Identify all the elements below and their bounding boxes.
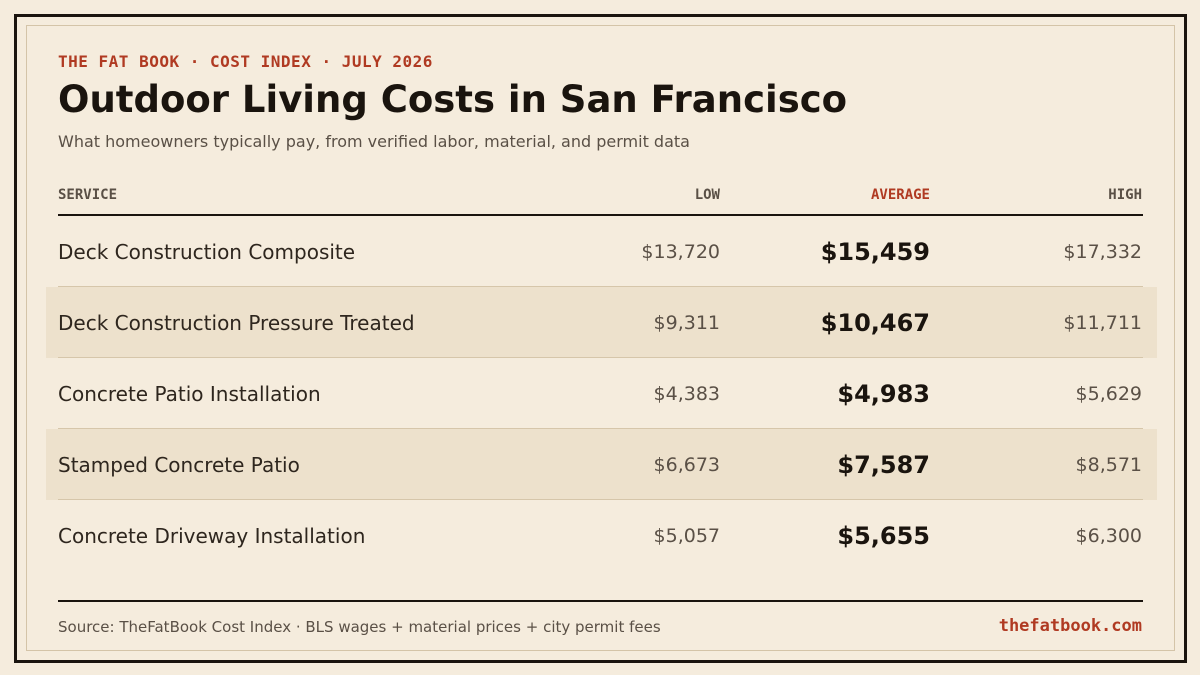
header-divider (58, 214, 1143, 216)
row-shading (46, 287, 1157, 358)
row-shading (46, 429, 1157, 500)
column-header-high: HIGH (1108, 187, 1142, 203)
table-row: Deck Construction Pressure Treated $9,31… (0, 287, 1200, 358)
row-low: $4,383 (653, 382, 720, 405)
row-low: $6,673 (653, 453, 720, 476)
row-low: $5,057 (653, 524, 720, 547)
row-average: $4,983 (837, 379, 930, 408)
row-high: $11,711 (1063, 311, 1142, 334)
row-divider (58, 499, 1143, 500)
row-service: Concrete Driveway Installation (58, 523, 366, 548)
row-average: $5,655 (837, 521, 930, 550)
eyebrow-label: THE FAT BOOK · COST INDEX · JULY 2026 (58, 52, 433, 71)
column-header-average: AVERAGE (870, 187, 930, 203)
column-header-low: LOW (694, 187, 720, 203)
row-service: Stamped Concrete Patio (58, 452, 300, 477)
column-header-service: SERVICE (58, 187, 118, 203)
row-high: $17,332 (1063, 240, 1142, 263)
row-divider (58, 357, 1143, 358)
row-average: $7,587 (837, 450, 930, 479)
row-low: $13,720 (641, 240, 720, 263)
row-low: $9,311 (653, 311, 720, 334)
table-row: Concrete Patio Installation $4,383 $4,98… (0, 358, 1200, 429)
source-note: Source: TheFatBook Cost Index · BLS wage… (58, 618, 661, 636)
table-row: Stamped Concrete Patio $6,673 $7,587 $8,… (0, 429, 1200, 500)
row-high: $8,571 (1075, 453, 1142, 476)
footer-divider (58, 600, 1143, 602)
outer-frame (14, 14, 1187, 663)
table-row: Concrete Driveway Installation $5,057 $5… (0, 500, 1200, 571)
site-link[interactable]: thefatbook.com (998, 616, 1142, 636)
page-title: Outdoor Living Costs in San Francisco (58, 78, 848, 121)
table-row: Deck Construction Composite $13,720 $15,… (0, 216, 1200, 287)
row-service: Deck Construction Composite (58, 239, 356, 264)
inner-frame (26, 25, 1175, 651)
row-divider (58, 428, 1143, 429)
row-service: Deck Construction Pressure Treated (58, 310, 415, 335)
row-average: $15,459 (820, 237, 930, 266)
row-average: $10,467 (820, 308, 930, 337)
page-subtitle: What homeowners typically pay, from veri… (58, 132, 690, 151)
row-high: $5,629 (1075, 382, 1142, 405)
row-service: Concrete Patio Installation (58, 381, 321, 406)
row-high: $6,300 (1075, 524, 1142, 547)
row-divider (58, 286, 1143, 287)
cost-table: Deck Construction Composite $13,720 $15,… (0, 216, 1200, 571)
